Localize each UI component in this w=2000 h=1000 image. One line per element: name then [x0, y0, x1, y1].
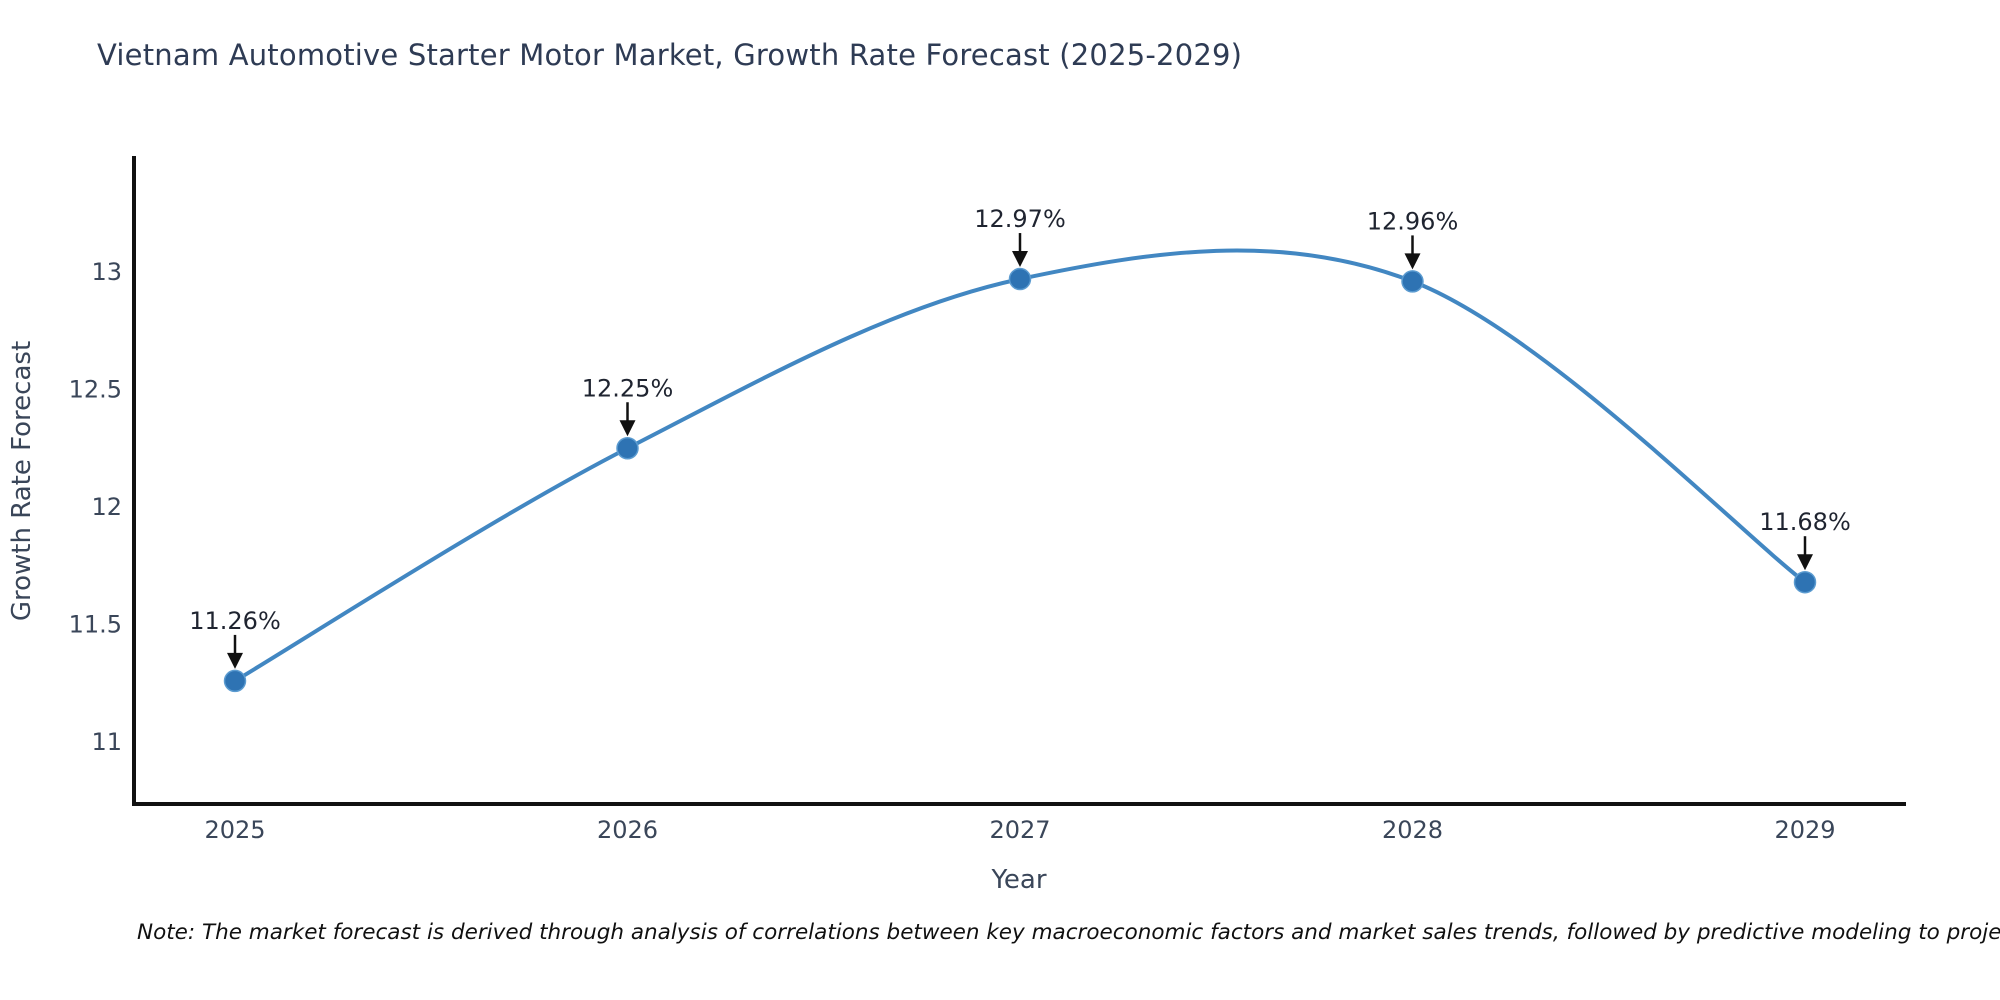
data-point-label: 12.97% [974, 205, 1066, 233]
annotation-arrowhead-icon [1012, 251, 1028, 268]
y-axis-title: Growth Rate Forecast [7, 341, 37, 621]
x-tick-label: 2028 [1382, 816, 1443, 844]
data-point-marker [1401, 270, 1424, 293]
y-tick-label: 11 [91, 728, 122, 756]
chart-title: Vietnam Automotive Starter Motor Market,… [97, 38, 1243, 72]
axis-spines [132, 156, 1906, 806]
annotation-arrowhead-icon [619, 420, 636, 437]
y-tick-label: 11.5 [69, 611, 122, 639]
y-tick-label: 12.5 [69, 376, 122, 404]
data-point-label: 12.96% [1367, 207, 1459, 235]
y-tick-label: 13 [91, 258, 122, 286]
data-point-marker [1008, 267, 1032, 291]
x-tick-label: 2026 [597, 816, 658, 844]
x-tick-label: 2029 [1774, 816, 1835, 844]
data-point-label: 11.26% [189, 607, 281, 635]
data-point-label: 12.25% [582, 374, 674, 402]
annotation-arrowhead-icon [1404, 253, 1421, 270]
x-tick-label: 2025 [204, 816, 265, 844]
data-point-marker [616, 437, 639, 460]
data-point-label: 11.68% [1759, 508, 1851, 536]
annotation-arrowhead-icon [227, 652, 243, 669]
x-tick-label: 2027 [989, 816, 1050, 844]
x-axis-title: Year [990, 865, 1046, 895]
data-point-marker [223, 669, 247, 693]
forecast-line [233, 248, 1807, 683]
y-tick-label: 12 [91, 493, 122, 521]
data-point-marker [1793, 570, 1817, 594]
footnote: Note: The market forecast is derived thr… [137, 920, 2000, 945]
annotation-arrowhead-icon [1797, 554, 1813, 571]
